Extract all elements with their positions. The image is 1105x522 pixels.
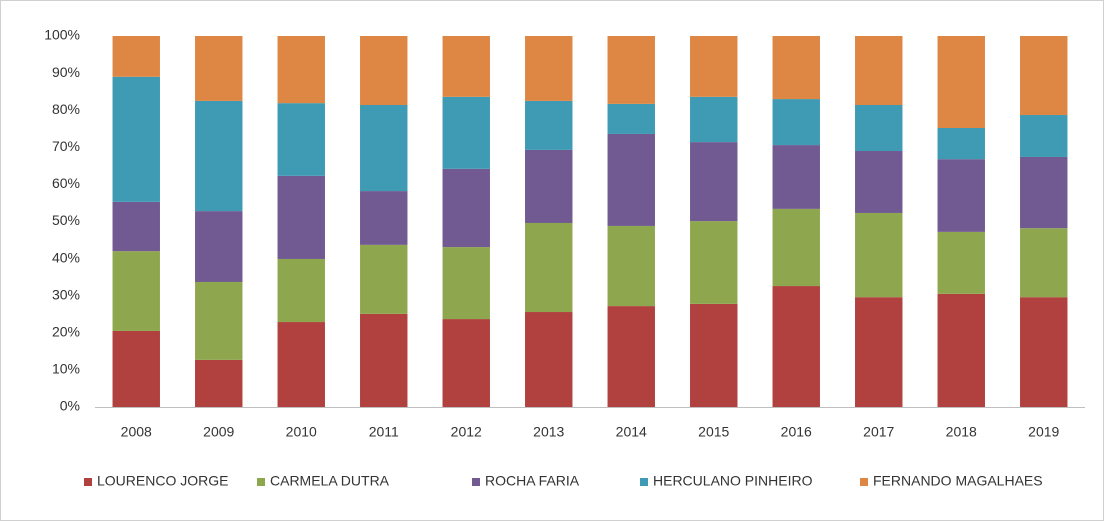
bar-segment — [525, 149, 573, 223]
bar-segment — [360, 105, 408, 192]
x-tick-label: 2012 — [451, 424, 482, 440]
bar-segment — [772, 36, 820, 100]
x-tick-label: 2013 — [533, 424, 564, 440]
bar-segment — [277, 103, 325, 176]
bar-segment — [690, 36, 738, 97]
bar-segment — [195, 359, 243, 407]
bar-segment — [112, 76, 160, 202]
bar-segment — [937, 231, 985, 294]
legend-label: CARMELA DUTRA — [270, 473, 390, 489]
bar-segment — [442, 247, 490, 320]
bar-segment — [1020, 115, 1068, 157]
x-tick-label: 2009 — [203, 424, 234, 440]
legend-label: ROCHA FARIA — [485, 473, 580, 489]
bar-segment — [690, 221, 738, 304]
y-tick-label: 70% — [52, 138, 80, 154]
bar-segment — [195, 100, 243, 212]
bar-segment — [360, 313, 408, 407]
bar-segment — [855, 36, 903, 106]
bar-segment — [937, 36, 985, 129]
x-tick-label: 2014 — [616, 424, 647, 440]
y-tick-label: 0% — [60, 398, 80, 414]
bar-segment — [772, 286, 820, 407]
bar-segment — [855, 212, 903, 298]
bar-segment — [112, 36, 160, 77]
y-tick-label: 80% — [52, 101, 80, 117]
x-tick-label: 2008 — [121, 424, 152, 440]
y-tick-label: 50% — [52, 212, 80, 228]
bar-segment — [855, 297, 903, 407]
bar-segment — [112, 330, 160, 407]
bar-segment — [277, 175, 325, 259]
bar-segment — [607, 306, 655, 407]
legend-swatch — [640, 478, 648, 486]
y-tick-label: 60% — [52, 175, 80, 191]
y-tick-label: 20% — [52, 324, 80, 340]
x-tick-label: 2016 — [781, 424, 812, 440]
x-tick-label: 2015 — [698, 424, 729, 440]
bar-segment — [772, 99, 820, 146]
legend-swatch — [257, 478, 265, 486]
bar-segment — [442, 319, 490, 407]
legend-label: FERNANDO MAGALHAES — [873, 473, 1043, 489]
bar-segment — [690, 142, 738, 222]
x-tick-label: 2011 — [369, 424, 399, 440]
bar-segment — [195, 211, 243, 282]
bar-segment — [1020, 36, 1068, 116]
x-tick-label: 2017 — [863, 424, 894, 440]
bar-segment — [195, 281, 243, 360]
bar-segment — [855, 105, 903, 152]
legend-swatch — [860, 478, 868, 486]
bar-segment — [607, 133, 655, 226]
bar-segment — [525, 100, 573, 150]
y-tick-label: 90% — [52, 64, 80, 80]
bar-segment — [360, 191, 408, 245]
bar-segment — [937, 128, 985, 160]
bar-segment — [1020, 297, 1068, 407]
legend-swatch — [84, 478, 92, 486]
bar-segment — [772, 145, 820, 209]
bar-segment — [195, 36, 243, 101]
bar-segment — [1020, 228, 1068, 298]
legend-label: HERCULANO PINHEIRO — [653, 473, 813, 489]
bar-segment — [690, 96, 738, 143]
bar-segment — [442, 168, 490, 248]
x-tick-label: 2010 — [286, 424, 317, 440]
bar-segment — [277, 258, 325, 323]
bar-segment — [525, 36, 573, 101]
x-tick-label: 2018 — [946, 424, 977, 440]
bar-segment — [607, 103, 655, 134]
bar-segment — [442, 36, 490, 97]
bar-segment — [937, 293, 985, 407]
bar-segment — [607, 225, 655, 307]
bar-segment — [112, 201, 160, 252]
bar-segment — [442, 96, 490, 169]
bar-segment — [855, 151, 903, 213]
bar-segment — [690, 303, 738, 407]
bar-segment — [277, 36, 325, 104]
bar-segment — [525, 312, 573, 407]
legend-label: LOURENCO JORGE — [97, 473, 228, 489]
y-tick-label: 40% — [52, 249, 80, 265]
bar-segment — [360, 36, 408, 106]
legend-swatch — [472, 478, 480, 486]
y-tick-label: 10% — [52, 361, 80, 377]
x-tick-label: 2019 — [1028, 424, 1059, 440]
y-tick-label: 100% — [44, 27, 80, 43]
bar-segment — [607, 36, 655, 104]
bar-segment — [525, 222, 573, 313]
bar-segment — [360, 244, 408, 314]
bar-segment — [277, 322, 325, 407]
bar-segment — [772, 208, 820, 287]
y-tick-label: 30% — [52, 286, 80, 302]
bar-segment — [112, 251, 160, 331]
bar-segment — [1020, 156, 1068, 229]
bar-segment — [937, 159, 985, 232]
